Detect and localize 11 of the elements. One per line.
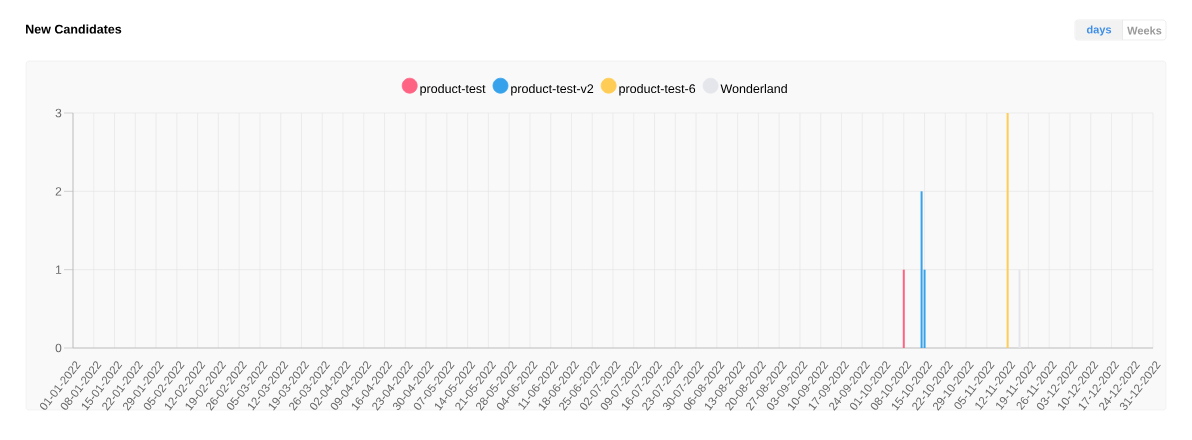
chart-title: New Candidates: [26, 24, 122, 34]
legend-label: Wonderland: [720, 83, 787, 94]
y-tick-label: 2: [55, 187, 62, 196]
y-tick-label: 1: [56, 265, 62, 274]
legend-label: product-test-v2: [511, 83, 594, 96]
text: days: [1086, 25, 1112, 36]
text: Weeks: [1127, 26, 1162, 35]
legend-label: product-test-6: [619, 83, 696, 96]
y-tick-label: 0: [55, 343, 62, 353]
legend-label: product-test: [420, 83, 486, 96]
y-tick-label: 3: [55, 108, 62, 118]
